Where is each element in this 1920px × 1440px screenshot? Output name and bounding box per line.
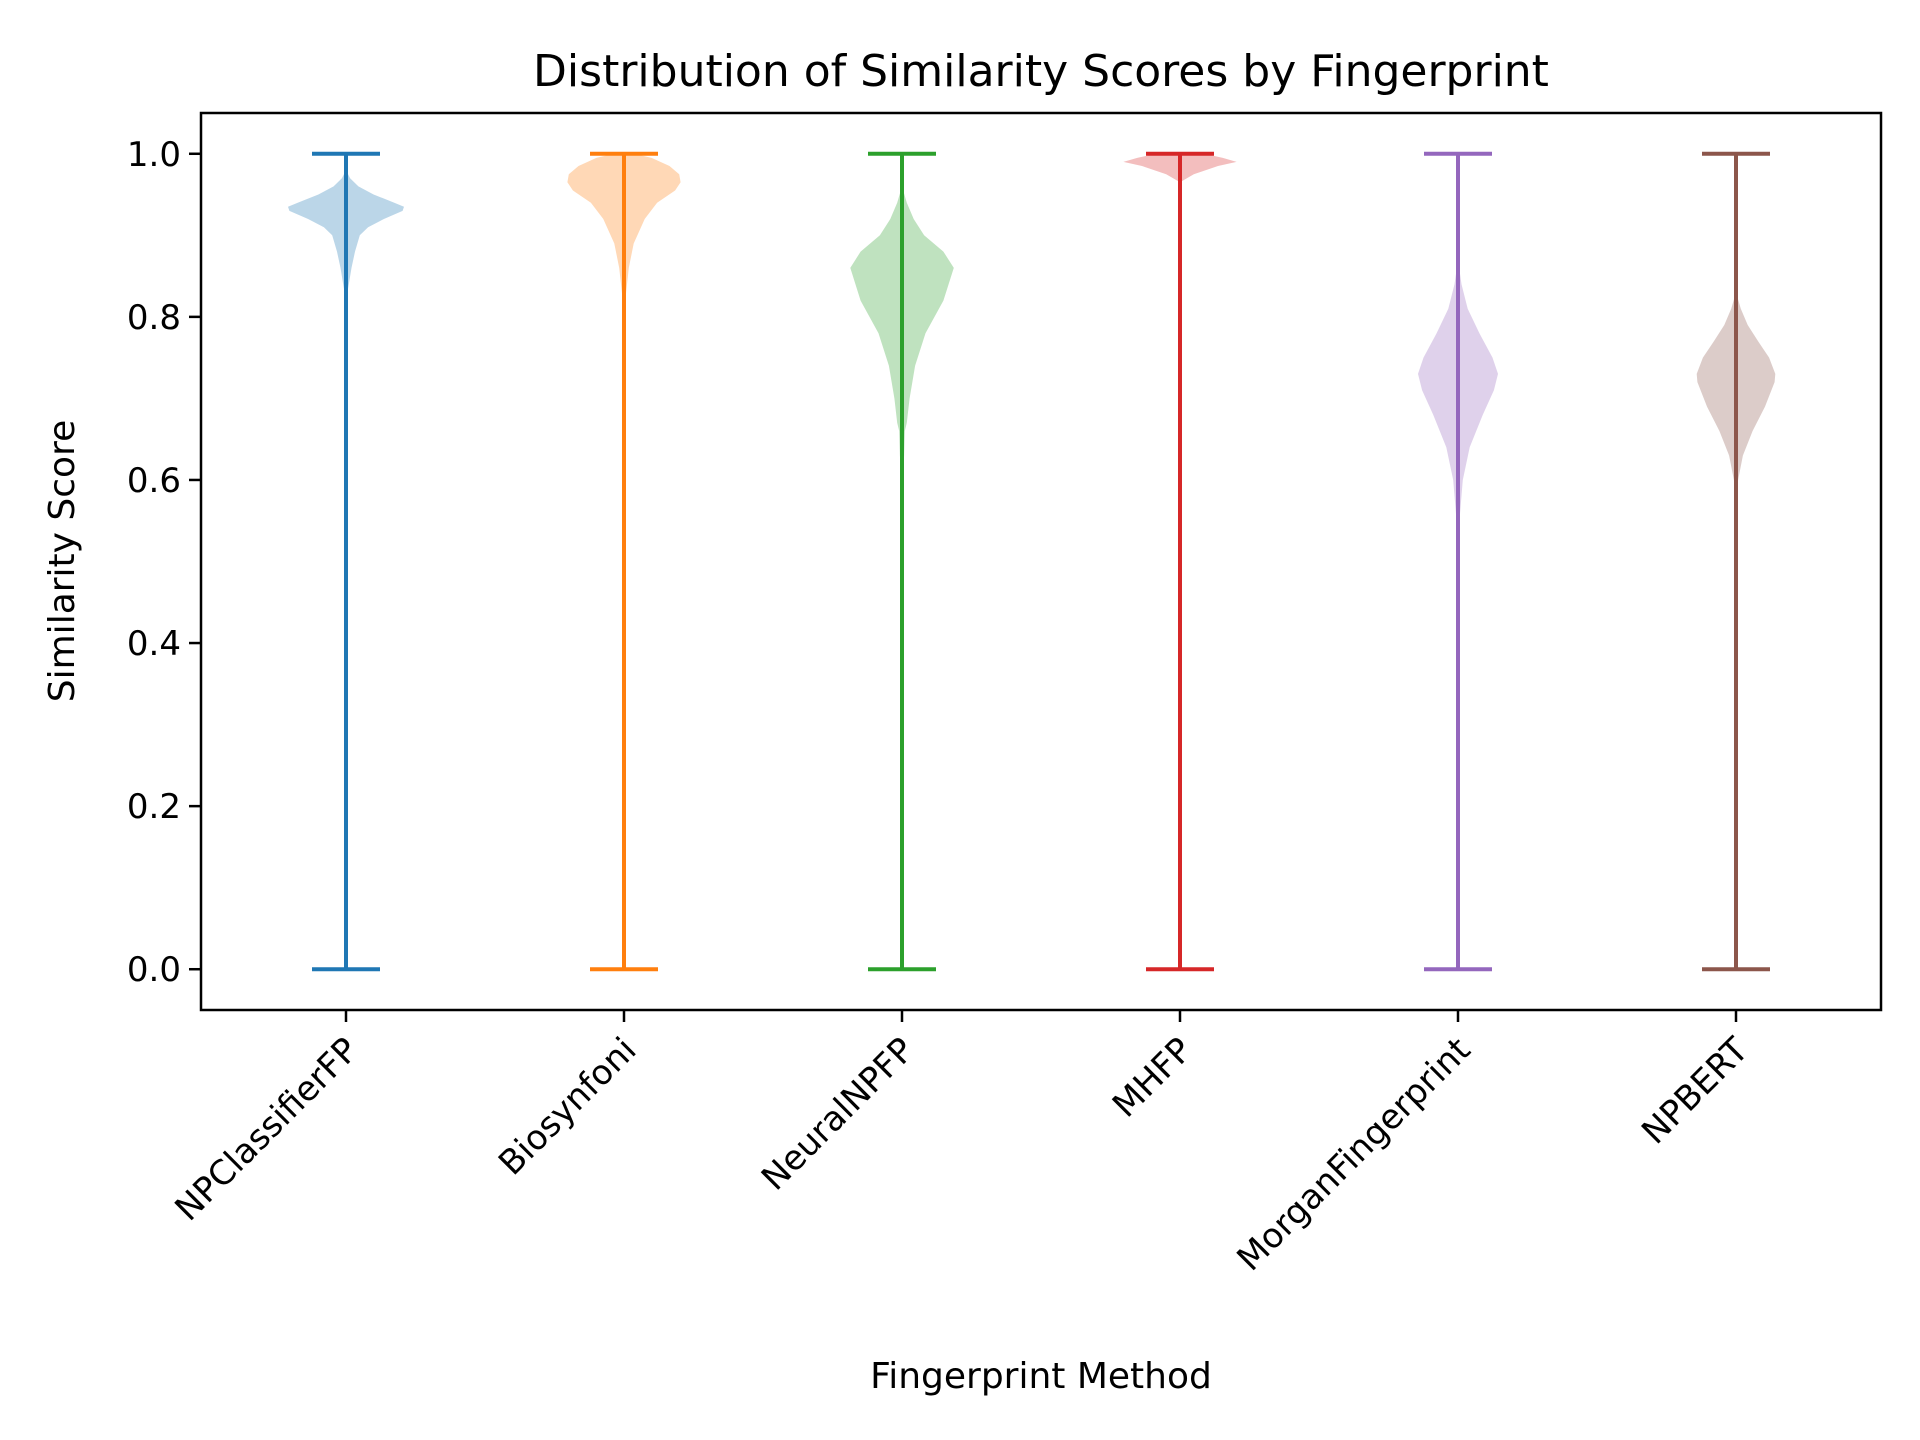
y-tick-label: 0.0 bbox=[127, 950, 181, 990]
y-tick-label: 1.0 bbox=[127, 135, 181, 175]
plot-frame bbox=[199, 111, 1883, 1012]
chart-title: Distribution of Similarity Scores by Fin… bbox=[533, 46, 1549, 97]
y-tick-label: 0.2 bbox=[127, 787, 181, 827]
y-axis-label: Similarity Score bbox=[42, 420, 83, 702]
y-tick-label: 0.6 bbox=[127, 461, 181, 501]
y-tick-label: 0.4 bbox=[127, 624, 181, 664]
y-tick-label: 0.8 bbox=[127, 298, 181, 338]
x-axis-label: Fingerprint Method bbox=[870, 1356, 1212, 1397]
violins-layer bbox=[288, 151, 1776, 972]
